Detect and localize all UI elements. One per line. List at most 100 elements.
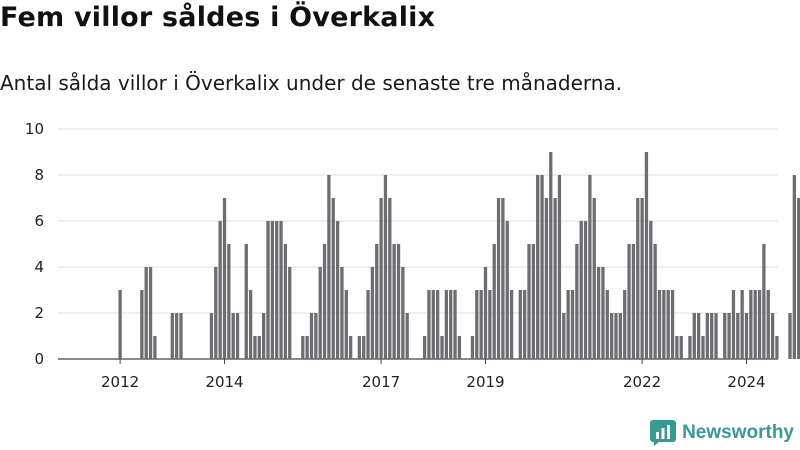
bar	[140, 290, 144, 359]
bars	[118, 152, 800, 359]
bar	[275, 221, 279, 359]
bar	[557, 175, 562, 359]
bar	[214, 267, 218, 359]
bar	[175, 313, 179, 359]
bar	[731, 290, 736, 359]
x-tick-label: 2014	[205, 373, 243, 390]
bar	[527, 244, 531, 359]
bar	[483, 267, 488, 359]
bar	[753, 290, 757, 359]
bar	[222, 198, 227, 359]
bar	[475, 290, 479, 359]
bar	[531, 244, 535, 359]
bar	[688, 336, 692, 359]
bar	[523, 290, 527, 359]
bar	[209, 313, 214, 359]
bar	[257, 336, 261, 359]
bar	[675, 336, 679, 359]
bar	[440, 336, 444, 359]
bar	[227, 244, 231, 359]
bar	[179, 313, 183, 359]
bar	[148, 267, 153, 359]
bar	[770, 313, 775, 359]
x-tick-label: 2024	[727, 373, 765, 390]
bar	[570, 290, 575, 359]
bar	[588, 175, 592, 359]
bar	[309, 313, 314, 359]
bar	[544, 198, 549, 359]
bar	[379, 198, 383, 359]
bar	[235, 313, 240, 359]
bar	[540, 175, 544, 359]
bar	[736, 313, 740, 359]
newsworthy-logo-icon	[650, 420, 677, 446]
bar	[653, 244, 657, 359]
bar	[670, 290, 675, 359]
bar	[618, 313, 622, 359]
bar	[118, 290, 122, 359]
bar	[792, 175, 796, 359]
bar	[449, 290, 453, 359]
bar	[388, 198, 392, 359]
bar	[553, 198, 557, 359]
x-tick-label: 2019	[466, 373, 504, 390]
bar	[627, 244, 631, 359]
bar	[244, 244, 248, 359]
bar	[757, 290, 762, 359]
bar	[375, 244, 379, 359]
bar	[262, 313, 266, 359]
bar	[775, 336, 779, 359]
bar	[383, 175, 388, 359]
bar	[144, 267, 148, 359]
y-tick-label: 2	[34, 304, 44, 322]
bar	[601, 267, 605, 359]
bar	[396, 244, 401, 359]
bar	[288, 267, 292, 359]
bar	[344, 290, 348, 359]
bar	[231, 313, 235, 359]
bar	[549, 152, 553, 359]
grid-lines	[58, 128, 778, 360]
bar	[392, 244, 396, 359]
bar	[218, 221, 222, 359]
bar	[666, 290, 670, 359]
x-tick-label: 2012	[101, 373, 139, 390]
bar	[614, 313, 618, 359]
bar	[422, 336, 427, 359]
bar	[349, 336, 353, 359]
bar	[266, 221, 270, 359]
bar	[575, 244, 579, 359]
bar	[405, 313, 409, 359]
bar	[727, 313, 731, 359]
bar	[596, 267, 601, 359]
y-tick-label: 6	[34, 212, 44, 230]
bar	[453, 290, 457, 359]
bar	[644, 152, 649, 359]
y-axis: 0 2 4 6 8 10	[25, 120, 44, 368]
bar	[427, 290, 431, 359]
bar	[697, 313, 701, 359]
bar	[788, 313, 792, 359]
bar	[479, 290, 483, 359]
bar	[501, 198, 505, 359]
bar	[679, 336, 683, 359]
bar	[762, 244, 766, 359]
bar	[335, 221, 340, 359]
bar	[401, 267, 405, 359]
bar	[536, 175, 540, 359]
bar	[566, 290, 570, 359]
bar	[327, 175, 331, 359]
y-tick-label: 8	[34, 166, 44, 184]
bar	[723, 313, 727, 359]
bar	[744, 313, 749, 359]
bar	[662, 290, 666, 359]
bar	[357, 336, 361, 359]
bar	[505, 221, 509, 359]
bar	[366, 290, 370, 359]
bar	[340, 267, 344, 359]
bar	[431, 290, 435, 359]
x-tick-label: 2022	[623, 373, 661, 390]
bar	[705, 313, 709, 359]
newsworthy-logo: Newsworthy	[650, 420, 794, 446]
